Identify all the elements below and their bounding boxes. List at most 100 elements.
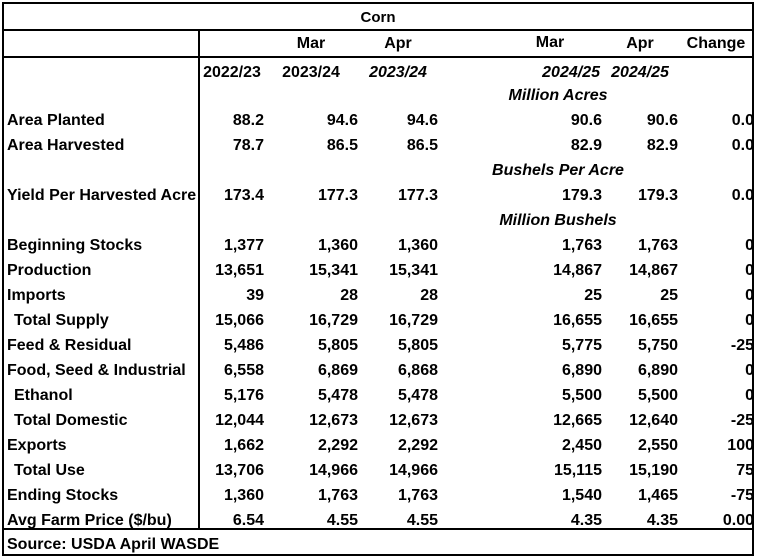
row-label: Avg Farm Price ($/bu) bbox=[7, 512, 172, 529]
row-value: 94.6 bbox=[326, 112, 358, 129]
col-header-apr-2023: Apr bbox=[384, 35, 412, 52]
row-value: 0 bbox=[745, 387, 754, 404]
row-value: 0 bbox=[745, 262, 754, 279]
row-value: 0 bbox=[745, 237, 754, 254]
row-value: 16,655 bbox=[553, 312, 602, 329]
row-label: Yield Per Harvested Acre bbox=[7, 187, 197, 204]
col-header-2023-24-mar: 2023/24 bbox=[282, 64, 340, 81]
row-label: Ethanol bbox=[14, 387, 73, 404]
label-column-divider bbox=[198, 31, 200, 528]
header-divider bbox=[4, 56, 752, 58]
row-label: Beginning Stocks bbox=[7, 237, 143, 254]
row-value: 5,478 bbox=[317, 387, 358, 404]
row-value: 25 bbox=[584, 287, 602, 304]
row-value: -75 bbox=[730, 487, 754, 504]
row-value: 0.0 bbox=[731, 112, 754, 129]
row-value: 0.0 bbox=[731, 187, 754, 204]
row-value: 1,360 bbox=[317, 237, 358, 254]
row-value: 0 bbox=[745, 362, 754, 379]
row-value: 16,655 bbox=[629, 312, 678, 329]
row-value: 1,540 bbox=[561, 487, 602, 504]
col-header-2024-25-mar: 2024/25 bbox=[542, 64, 600, 81]
row-label: Area Harvested bbox=[7, 137, 125, 154]
row-value: -25 bbox=[730, 412, 754, 429]
row-value: 16,729 bbox=[309, 312, 358, 329]
row-value: 1,662 bbox=[223, 437, 264, 454]
col-header-2024-25-apr: 2024/25 bbox=[611, 64, 669, 81]
row-value: 12,044 bbox=[215, 412, 264, 429]
row-value: 28 bbox=[420, 287, 438, 304]
row-value: 13,706 bbox=[215, 462, 264, 479]
row-value: 4.55 bbox=[406, 512, 438, 529]
row-label: Feed & Residual bbox=[7, 337, 132, 354]
row-value: 5,775 bbox=[561, 337, 602, 354]
row-value: 39 bbox=[246, 287, 264, 304]
row-value: 6.54 bbox=[232, 512, 264, 529]
row-label: Exports bbox=[7, 437, 67, 454]
row-value: 14,867 bbox=[629, 262, 678, 279]
row-value: 2,450 bbox=[561, 437, 602, 454]
row-value: 6,890 bbox=[561, 362, 602, 379]
row-value: 14,966 bbox=[309, 462, 358, 479]
row-value: 12,673 bbox=[309, 412, 358, 429]
col-header-apr-2024: Apr bbox=[626, 35, 654, 52]
row-value: 6,869 bbox=[317, 362, 358, 379]
row-value: 1,465 bbox=[637, 487, 678, 504]
row-label: Production bbox=[7, 262, 92, 279]
col-header-mar-2023: Mar bbox=[296, 35, 326, 52]
row-value: 5,805 bbox=[317, 337, 358, 354]
row-label: Ending Stocks bbox=[7, 487, 119, 504]
row-value: 5,478 bbox=[397, 387, 438, 404]
row-value: 5,486 bbox=[223, 337, 264, 354]
row-value: 1,763 bbox=[561, 237, 602, 254]
row-value: 78.7 bbox=[232, 137, 264, 154]
row-value: 0 bbox=[745, 312, 754, 329]
row-value: 90.6 bbox=[570, 112, 602, 129]
row-value: 5,500 bbox=[637, 387, 678, 404]
row-value: 5,500 bbox=[561, 387, 602, 404]
row-value: 86.5 bbox=[326, 137, 358, 154]
table-title: Corn bbox=[360, 9, 396, 26]
row-value: 1,763 bbox=[637, 237, 678, 254]
source-note: Source: USDA April WASDE bbox=[7, 536, 220, 553]
row-value: 1,360 bbox=[397, 237, 438, 254]
row-value: 1,763 bbox=[317, 487, 358, 504]
row-value: 12,673 bbox=[389, 412, 438, 429]
row-value: 2,292 bbox=[317, 437, 358, 454]
row-value: 1,360 bbox=[223, 487, 264, 504]
row-value: 15,341 bbox=[389, 262, 438, 279]
row-label: Total Supply bbox=[14, 312, 109, 329]
row-value: 1,763 bbox=[397, 487, 438, 504]
row-label: Area Planted bbox=[7, 112, 105, 129]
col-header-mar-2024: Mar bbox=[535, 34, 565, 51]
row-value: 177.3 bbox=[397, 187, 438, 204]
row-value: 179.3 bbox=[637, 187, 678, 204]
row-value: 0.00 bbox=[722, 512, 754, 529]
row-value: 88.2 bbox=[232, 112, 264, 129]
row-value: 15,190 bbox=[629, 462, 678, 479]
row-value: 6,558 bbox=[223, 362, 264, 379]
row-label: Imports bbox=[7, 287, 66, 304]
row-value: 2,550 bbox=[637, 437, 678, 454]
col-header-change: Change bbox=[686, 35, 746, 52]
row-value: 5,176 bbox=[223, 387, 264, 404]
row-value: 5,805 bbox=[397, 337, 438, 354]
row-value: 5,750 bbox=[637, 337, 678, 354]
row-value: 14,867 bbox=[553, 262, 602, 279]
row-value: 4.55 bbox=[326, 512, 358, 529]
row-value: 0.0 bbox=[731, 137, 754, 154]
row-value: 94.6 bbox=[406, 112, 438, 129]
row-value: 100 bbox=[727, 437, 754, 454]
title-divider bbox=[4, 29, 752, 31]
row-value: 13,651 bbox=[215, 262, 264, 279]
row-value: 6,890 bbox=[637, 362, 678, 379]
row-value: 82.9 bbox=[570, 137, 602, 154]
row-value: 12,640 bbox=[629, 412, 678, 429]
row-value: 177.3 bbox=[317, 187, 358, 204]
row-label: Total Domestic bbox=[14, 412, 128, 429]
row-value: 25 bbox=[660, 287, 678, 304]
footer-divider bbox=[4, 528, 752, 530]
row-value: 179.3 bbox=[561, 187, 602, 204]
row-value: 12,665 bbox=[553, 412, 602, 429]
